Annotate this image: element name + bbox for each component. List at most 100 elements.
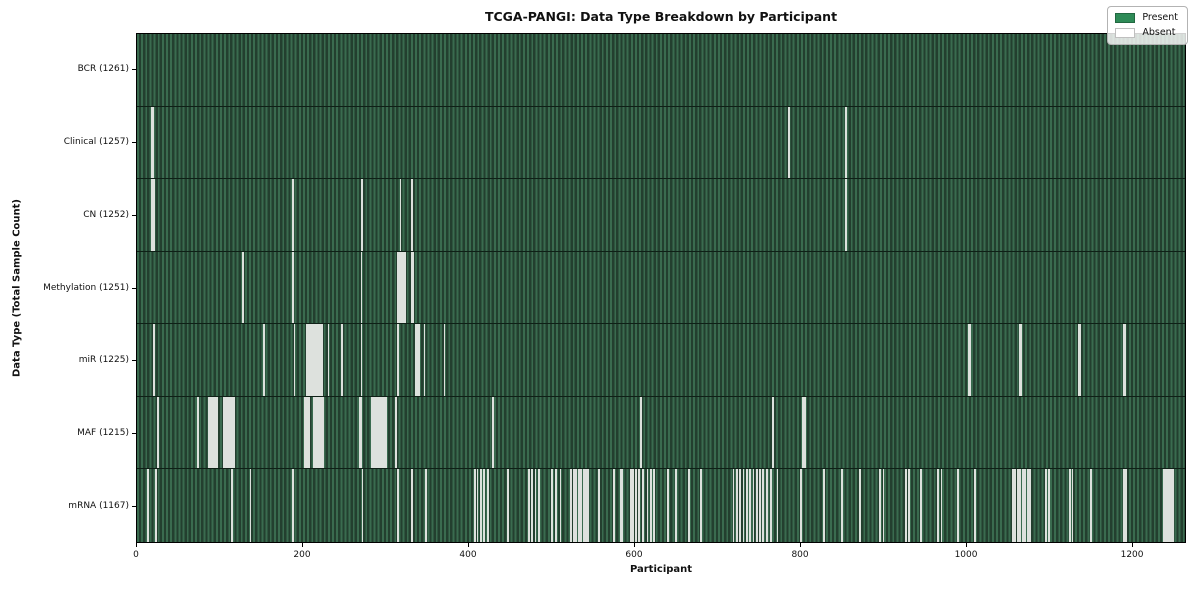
x-tick-label-600: 600 [625, 550, 643, 560]
absent-stripe [908, 469, 911, 542]
y-tick-label-mir: miR (1225) [78, 355, 129, 366]
absent-stripe [479, 469, 482, 542]
absent-stripe [634, 469, 637, 542]
absent-stripe [639, 396, 642, 469]
absent-stripe [411, 469, 414, 542]
y-tick-label-bcr: BCR (1261) [77, 63, 129, 74]
absent-stripe [776, 469, 779, 542]
y-tick-mark [132, 360, 136, 362]
absent-stripe [291, 251, 294, 324]
absent-stripe [291, 469, 294, 542]
absent-stripe [957, 469, 959, 542]
absent-stripe [572, 469, 575, 542]
absent-stripe [360, 396, 363, 469]
heatmap-row-maf [137, 396, 1185, 470]
absent-stripe [762, 469, 765, 542]
absent-stripe [231, 396, 234, 469]
absent-stripe [146, 469, 149, 542]
absent-stripe [841, 469, 843, 542]
absent-stripe [507, 469, 510, 542]
absent-stripe [745, 469, 748, 542]
absent-stripe [402, 251, 404, 324]
absent-stripe [375, 396, 378, 469]
x-tick-mark [301, 543, 303, 547]
absent-stripe [802, 396, 805, 469]
absent-stripe [380, 396, 383, 469]
absent-stripe [152, 324, 155, 396]
absent-stripe [1078, 324, 1081, 396]
absent-stripe [1016, 469, 1019, 542]
absent-stripe [759, 469, 761, 542]
absent-stripe [400, 251, 403, 324]
absent-stripe [845, 179, 848, 251]
heatmap-row-clinical [137, 106, 1185, 180]
x-tick-mark [633, 543, 635, 547]
absent-stripe [373, 396, 376, 469]
absent-stripe [1044, 469, 1047, 542]
absent-stripe [312, 396, 315, 469]
x-tick-mark [135, 543, 137, 547]
heatmap-row-mrna [137, 469, 1185, 542]
absent-stripe [293, 324, 296, 396]
absent-stripe [382, 396, 385, 469]
y-tick-label-maf: MAF (1215) [77, 428, 129, 439]
absent-stripe [492, 396, 495, 469]
absent-stripe [308, 396, 311, 469]
absent-stripe [822, 469, 825, 542]
absent-stripe [360, 251, 363, 324]
absent-stripe [383, 396, 386, 469]
absent-stripe [208, 396, 211, 469]
absent-stripe [551, 469, 554, 542]
absent-stripe [675, 469, 678, 542]
absent-stripe [649, 469, 652, 542]
absent-stripe [882, 469, 885, 542]
absent-stripe [397, 469, 399, 542]
absent-stripe [1011, 469, 1014, 542]
heatmap-row-methylation [137, 251, 1185, 325]
absent-stripe [575, 469, 578, 542]
absent-stripe [598, 469, 601, 542]
absent-stripe [1124, 324, 1127, 396]
y-tick-mark [132, 287, 136, 289]
legend-label-present: Present [1142, 12, 1178, 23]
absent-stripe [151, 106, 154, 179]
absent-stripe [534, 469, 537, 542]
absent-stripe [1071, 469, 1074, 542]
absent-stripe [395, 396, 398, 469]
y-tick-label-cn: CN (1252) [83, 209, 129, 220]
absent-stripe [904, 469, 907, 542]
absent-stripe [1167, 469, 1170, 542]
absent-stripe [619, 469, 622, 542]
absent-stripe [216, 396, 219, 469]
absent-stripe [361, 469, 364, 542]
absent-stripe [359, 396, 361, 469]
absent-stripe [580, 469, 583, 542]
absent-stripe [799, 469, 802, 542]
y-tick-mark [132, 141, 136, 143]
absent-stripe [586, 469, 589, 542]
absent-stripe [411, 179, 414, 251]
absent-stripe [973, 469, 976, 542]
absent-stripe [314, 396, 317, 469]
chart-title: TCGA-PANGI: Data Type Breakdown by Parti… [484, 9, 838, 24]
absent-stripe [224, 396, 227, 469]
y-tick-mark [132, 433, 136, 435]
y-tick-label-methylation: Methylation (1251) [43, 282, 129, 293]
absent-stripe [1125, 469, 1128, 542]
absent-stripe [213, 396, 215, 469]
absent-stripe [859, 469, 862, 542]
absent-stripe [940, 469, 943, 542]
legend-item-present: Present [1115, 12, 1178, 23]
absent-stripe [319, 324, 322, 396]
absent-stripe [399, 179, 402, 251]
absent-stripe [1122, 469, 1125, 542]
absent-stripe [653, 469, 655, 542]
absent-stripe [1162, 469, 1165, 542]
absent-stripe [621, 469, 624, 542]
absent-stripe [291, 179, 294, 251]
absent-stripe [223, 396, 225, 469]
absent-stripe [322, 396, 325, 469]
absent-stripe [555, 469, 558, 542]
absent-stripe [425, 469, 428, 542]
